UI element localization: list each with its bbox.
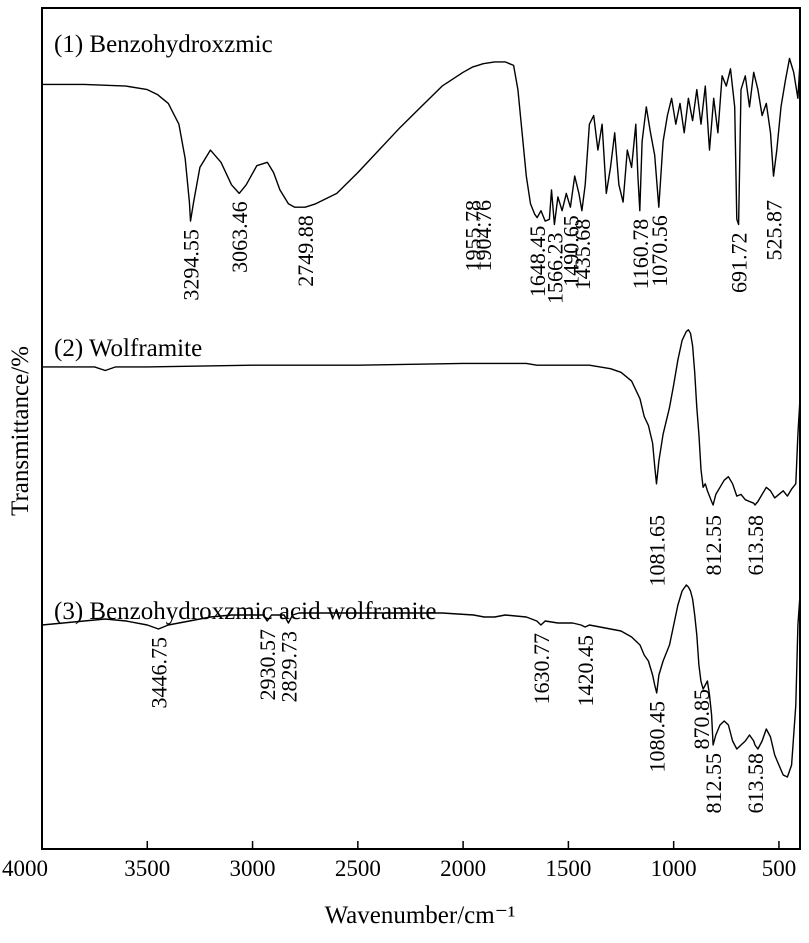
peak-label: 3063.46 xyxy=(227,201,252,273)
spectrum-line-1 xyxy=(42,57,801,226)
series-name-2: (2) Wolframite xyxy=(54,335,202,362)
peak-label: 1490.65 xyxy=(558,215,583,287)
x-tick-label: 3000 xyxy=(230,856,276,881)
x-tick-label: 2000 xyxy=(440,856,486,881)
peak-label: 1081.65 xyxy=(645,515,670,587)
peak-label: 1080.45 xyxy=(645,701,670,773)
peak-label: 812.55 xyxy=(701,515,726,576)
peak-label: 525.87 xyxy=(762,200,787,261)
x-axis-ticks: 4000 3500 3000 2500 2000 1500 1000 500 xyxy=(2,841,796,881)
peak-label: 1566.23 xyxy=(542,233,567,305)
peak-label: 1420.45 xyxy=(573,635,598,707)
x-axis-title: Wavenumber/cm⁻¹ xyxy=(325,902,516,929)
spectra xyxy=(41,57,801,778)
peak-label: 1070.56 xyxy=(647,215,672,287)
series-name-1: (1) Benzohydroxzmic xyxy=(54,31,273,58)
plot-frame xyxy=(41,7,801,850)
peak-label: 691.72 xyxy=(727,233,752,294)
peak-label: 1435.68 xyxy=(570,219,595,291)
x-tick-label: 4000 xyxy=(2,856,48,881)
x-tick-label: 2500 xyxy=(335,856,381,881)
peak-label: 2829.73 xyxy=(276,631,301,703)
x-tick-label: 500 xyxy=(762,856,797,881)
x-tick-label: 1500 xyxy=(545,856,591,881)
spectrum-line-3 xyxy=(41,584,801,778)
peak-label: 3446.75 xyxy=(147,637,172,709)
peak-label: 2930.57 xyxy=(255,629,280,701)
series-name-3: (3) Benzohydroxzmic acid wolframite xyxy=(54,598,437,625)
peak-label: 1955.78 xyxy=(460,200,485,272)
peak-label: 870.85 xyxy=(689,689,714,750)
peak-label: 2749.88 xyxy=(293,215,318,287)
x-tick-label: 1000 xyxy=(651,856,697,881)
peak-label: 1904.76 xyxy=(471,200,496,272)
peak-label: 1160.78 xyxy=(628,219,653,290)
peak-label: 613.58 xyxy=(743,753,768,814)
peak-label: 812.55 xyxy=(701,753,726,814)
x-tick-label: 3500 xyxy=(124,856,170,881)
peak-label: 1630.77 xyxy=(529,633,554,705)
annotations: (1) Benzohydroxzmic 3294.55 3063.46 2749.88… xyxy=(54,31,787,814)
peak-label: 1648.45 xyxy=(525,226,550,298)
peak-label: 3294.55 xyxy=(179,229,204,301)
spectrum-line-2 xyxy=(42,329,801,506)
y-axis-title: Transmittance/% xyxy=(7,346,34,516)
peak-label: 613.58 xyxy=(743,515,768,576)
